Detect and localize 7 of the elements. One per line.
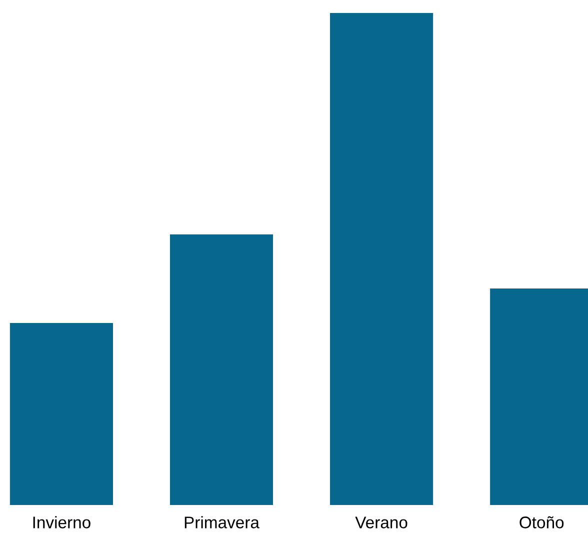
x-tick-label: Otoño (520, 516, 564, 528)
bar (330, 13, 434, 505)
x-tick-label: Verano (355, 516, 408, 528)
x-tick-label: Invierno (33, 516, 90, 528)
bar (170, 234, 274, 505)
bar (10, 322, 113, 505)
x-tick-label: Primavera (184, 516, 260, 528)
